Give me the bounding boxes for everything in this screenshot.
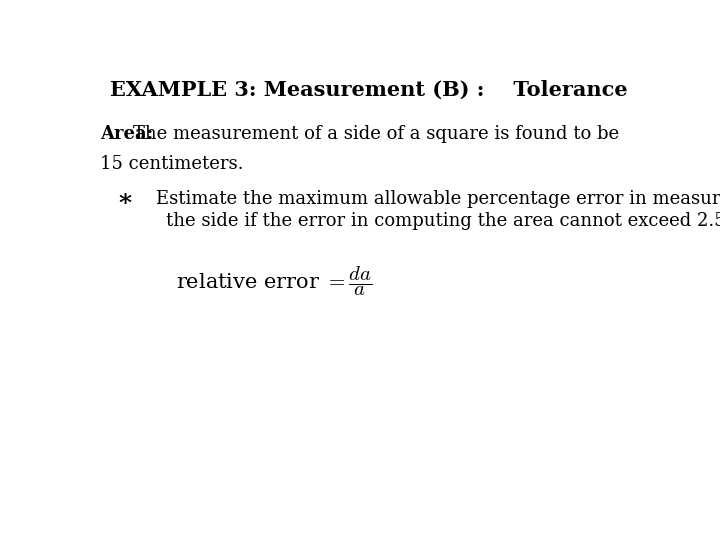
Text: The measurement of a side of a square is found to be: The measurement of a side of a square is…: [133, 125, 619, 143]
Text: EXAMPLE 3: Measurement (B) :    Tolerance: EXAMPLE 3: Measurement (B) : Tolerance: [110, 79, 628, 99]
Text: Area:: Area:: [100, 125, 153, 143]
Text: *: *: [118, 192, 131, 215]
Text: relative error $= \dfrac{da}{a}$: relative error $= \dfrac{da}{a}$: [176, 265, 373, 298]
Text: 15 centimeters.: 15 centimeters.: [100, 155, 243, 173]
Text: the side if the error in computing the area cannot exceed 2.5%.: the side if the error in computing the a…: [166, 212, 720, 231]
Text: Estimate the maximum allowable percentage error in measuring: Estimate the maximum allowable percentag…: [156, 190, 720, 207]
